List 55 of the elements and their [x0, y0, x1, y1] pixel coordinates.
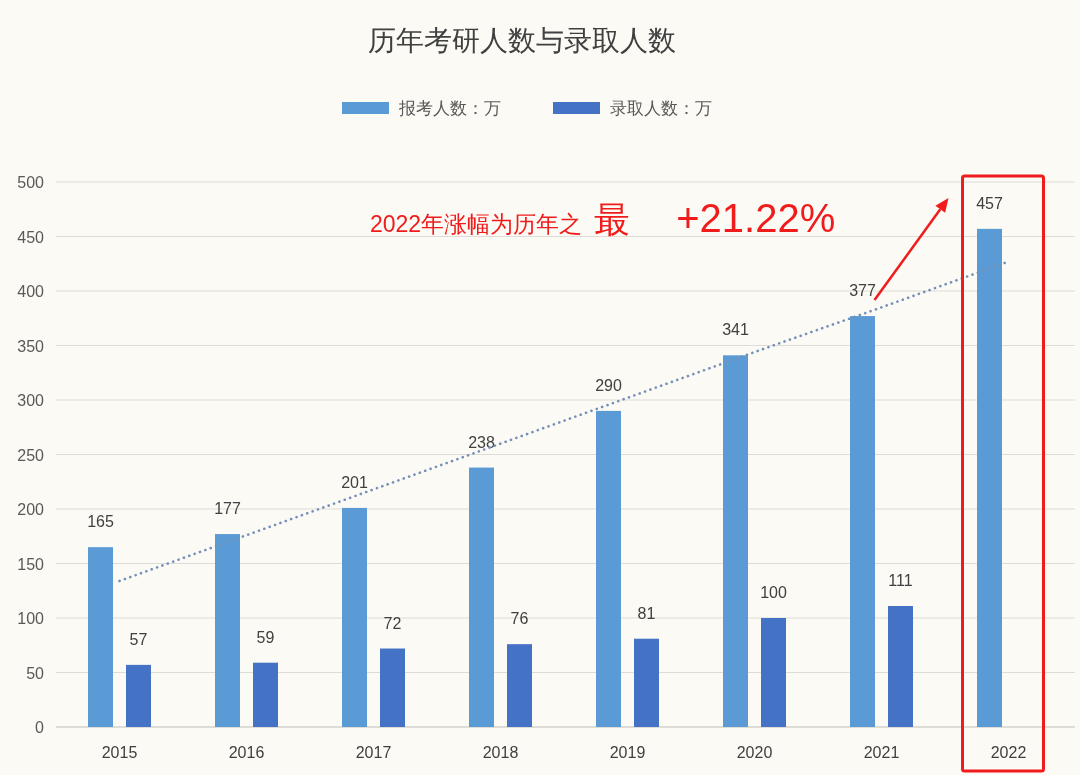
- chart-title: 历年考研人数与录取人数: [368, 25, 676, 56]
- y-tick-label: 450: [17, 228, 45, 246]
- y-tick-label: 100: [17, 610, 45, 627]
- bar: [850, 316, 875, 727]
- data-label: 57: [129, 630, 148, 648]
- data-label: 341: [722, 321, 749, 339]
- data-label: 457: [976, 194, 1003, 212]
- y-tick-label: 200: [17, 501, 45, 518]
- data-label: 111: [888, 572, 913, 590]
- y-tick-label: 50: [26, 664, 45, 682]
- data-label: 238: [468, 433, 495, 451]
- legend-label: 录取人数：万: [610, 99, 712, 118]
- bar: [596, 410, 621, 727]
- bar: [88, 547, 113, 727]
- data-label: 290: [595, 376, 622, 394]
- bar: [977, 228, 1002, 727]
- x-tick-label: 2020: [736, 744, 773, 761]
- data-label: 72: [383, 614, 402, 632]
- bar: [253, 662, 278, 727]
- bar: [761, 618, 786, 727]
- y-tick-label: 250: [17, 446, 45, 464]
- data-label: 165: [87, 513, 114, 531]
- x-tick-label: 2015: [101, 744, 138, 761]
- data-label: 59: [256, 628, 275, 646]
- x-tick-label: 2022: [990, 744, 1027, 761]
- y-tick-label: 0: [35, 719, 45, 736]
- bar: [888, 606, 913, 727]
- data-label: 201: [341, 473, 368, 491]
- x-tick-label: 2021: [863, 744, 900, 761]
- bar: [215, 534, 240, 727]
- data-label: 377: [849, 282, 876, 300]
- x-tick-label: 2019: [609, 744, 646, 761]
- data-label: 81: [637, 604, 656, 622]
- y-tick-label: 300: [17, 392, 45, 409]
- annotation: +21.22%: [676, 196, 836, 240]
- bar: [507, 644, 532, 727]
- annotation: 最: [594, 199, 631, 240]
- y-tick-label: 400: [17, 283, 45, 300]
- bar: [723, 355, 748, 727]
- x-tick-label: 2017: [355, 744, 392, 761]
- bar: [634, 638, 659, 727]
- data-label: 177: [214, 500, 241, 518]
- bar: [342, 507, 367, 727]
- bar: [126, 664, 151, 727]
- bar: [469, 467, 494, 727]
- y-tick-label: 350: [17, 337, 45, 355]
- x-tick-label: 2016: [228, 744, 265, 761]
- data-label: 100: [760, 584, 787, 601]
- x-tick-label: 2018: [482, 744, 519, 761]
- y-tick-label: 500: [17, 174, 45, 191]
- bar: [380, 648, 405, 727]
- legend-label: 报考人数：万: [398, 99, 501, 118]
- data-label: 76: [510, 610, 529, 628]
- y-tick-label: 150: [17, 555, 45, 573]
- annotation: 2022年涨幅为历年之: [370, 211, 583, 237]
